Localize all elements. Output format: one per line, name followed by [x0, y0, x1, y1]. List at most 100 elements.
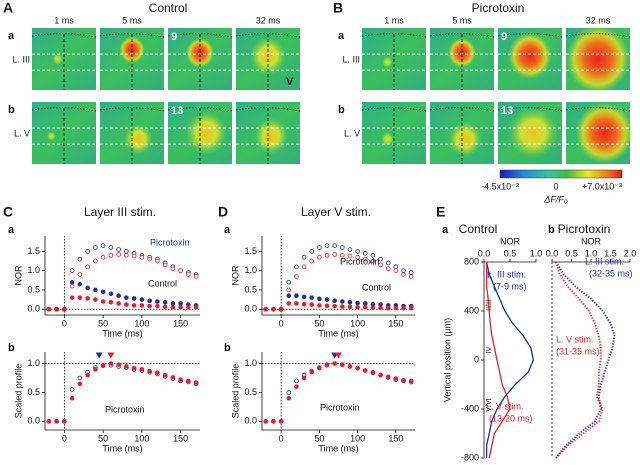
- activity-blob: [124, 124, 153, 155]
- x-axis-label: NOR: [581, 236, 602, 246]
- data-point: [309, 302, 315, 307]
- data-point: [355, 365, 360, 371]
- data-point: [54, 419, 59, 424]
- y-tick-label: 0.0: [27, 304, 40, 314]
- data-point: [408, 274, 414, 279]
- image-frame: [167, 28, 233, 90]
- annotation: Control: [148, 278, 177, 288]
- data-point: [286, 279, 292, 285]
- y-tick-label: 1.0: [27, 265, 40, 275]
- surface-line: [565, 33, 631, 38]
- row-letter: a: [338, 30, 345, 42]
- annotation: L. V stim.: [486, 401, 524, 411]
- panel-title: Picrotoxin: [472, 1, 525, 15]
- image-frame: [99, 28, 165, 90]
- data-point: [317, 254, 322, 260]
- annotation: Picrotoxin: [340, 256, 380, 266]
- activity-blob: [382, 56, 393, 68]
- data-point: [317, 245, 322, 250]
- data-point: [294, 293, 299, 299]
- data-point: [108, 245, 114, 250]
- data-point: [408, 270, 414, 275]
- data-point: [324, 303, 330, 309]
- data-point: [54, 306, 59, 312]
- activity-blob: [566, 24, 630, 94]
- y-axis-label: Scaled profile: [13, 364, 23, 419]
- image-frame: [235, 28, 301, 90]
- y-tick-label: -800: [461, 452, 479, 462]
- data-point: [85, 264, 90, 270]
- data-point: [301, 264, 307, 270]
- chart-letter: b: [224, 342, 231, 354]
- data-point: [170, 375, 176, 380]
- surface-line: [99, 33, 165, 38]
- data-point: [294, 378, 299, 384]
- image-frame: [361, 102, 427, 164]
- row-letter: b: [338, 104, 345, 116]
- data-point: [93, 287, 98, 293]
- peak-marker: [107, 352, 115, 359]
- data-point: [332, 303, 337, 309]
- data-point: [46, 419, 52, 424]
- peak-marker: [335, 352, 342, 359]
- axes: [261, 236, 415, 316]
- image-frame: [99, 102, 165, 164]
- data-point: [62, 419, 67, 424]
- surface-line: [31, 33, 97, 38]
- axes: [44, 236, 200, 316]
- x-tick-label: 1.0: [585, 248, 598, 258]
- activity-blob: [447, 37, 477, 68]
- data-point: [332, 298, 337, 304]
- data-point: [355, 300, 360, 306]
- panel-letter: D: [218, 204, 228, 220]
- data-point: [378, 372, 383, 378]
- data-point: [340, 362, 345, 368]
- data-point: [93, 297, 98, 302]
- data-point: [85, 249, 90, 254]
- x-tick-label: 150: [173, 433, 188, 443]
- annotation: L. III stim.: [487, 269, 526, 279]
- y-tick-label: 1.0: [244, 265, 257, 275]
- data-point: [69, 268, 75, 273]
- image-frame: [235, 102, 301, 164]
- frame-number: 13: [501, 105, 513, 117]
- data-point: [370, 369, 376, 375]
- data-point: [100, 363, 106, 369]
- data-point: [108, 252, 114, 258]
- layer-label: V/VI: [486, 398, 493, 411]
- data-point: [178, 301, 183, 306]
- data-point: [139, 367, 145, 372]
- data-point: [77, 375, 83, 381]
- axes: [44, 352, 200, 431]
- data-point: [271, 306, 276, 312]
- profile-line: [485, 262, 511, 459]
- x-tick-label: 1.5: [604, 248, 617, 258]
- y-tick-label: 0.0: [244, 304, 257, 314]
- data-point: [278, 419, 284, 424]
- data-point: [401, 268, 406, 273]
- chart-letter: b: [8, 342, 15, 354]
- activity-blob: [185, 111, 227, 155]
- axes: [261, 352, 415, 431]
- data-point: [178, 268, 183, 273]
- activity-blob: [52, 53, 63, 65]
- data-point: [162, 372, 168, 378]
- column-label: 1 ms: [54, 15, 74, 25]
- x-axis-label: Time (ms): [102, 443, 142, 453]
- data-point: [309, 249, 315, 254]
- x-tick-label: 50: [98, 433, 108, 443]
- activity-blob: [575, 102, 634, 164]
- data-point: [85, 285, 90, 291]
- chart-letter: a: [8, 224, 15, 236]
- activity-blob: [185, 37, 215, 68]
- data-point: [332, 243, 337, 248]
- data-point: [370, 258, 376, 264]
- data-point: [271, 419, 276, 424]
- annotation: (7-9 ms): [493, 281, 527, 291]
- data-point: [170, 266, 176, 272]
- marker-label: V: [286, 76, 294, 88]
- data-point: [186, 378, 191, 384]
- data-point: [124, 252, 129, 258]
- y-tick-label: 1.5: [27, 246, 40, 256]
